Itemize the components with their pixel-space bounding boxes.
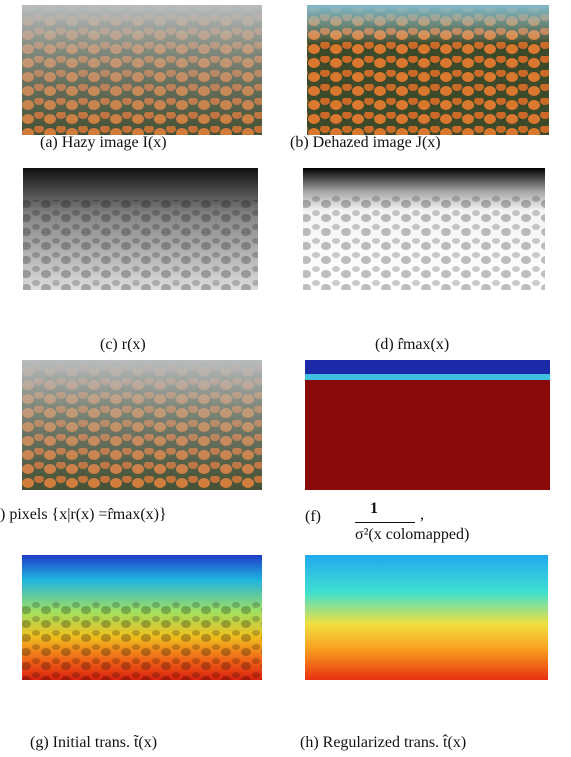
haze-overlay [22, 5, 262, 135]
regularized-transmission [305, 555, 548, 680]
caption: ) pixels {x|r(x) =r̂max(x)} [0, 506, 167, 524]
caption: (d) r̂max(x) [375, 336, 449, 354]
initial-texture [22, 600, 262, 680]
caption: (a) Hazy image I(x) [40, 134, 167, 152]
figure-page: (a) Hazy image I(x) (b) Dehazed image J(… [0, 0, 571, 757]
fraction-trail: , [420, 506, 424, 524]
caption: (c) r(x) [100, 336, 146, 354]
rmax-texture [303, 195, 545, 290]
caption: (b) Dehazed image J(x) [290, 134, 441, 152]
variance-edge [305, 374, 550, 380]
caption: (h) Regularized trans. t̂(x) [300, 734, 466, 752]
fraction-bar [355, 522, 415, 523]
r-map-texture [23, 200, 258, 290]
fraction-numerator: 1 [370, 500, 378, 518]
figure-images [0, 0, 571, 757]
fraction-denominator: σ²(x colomapped) [355, 526, 469, 544]
sky-overlay [307, 5, 549, 135]
caption-label: (f) [305, 508, 321, 526]
pixels-haze [22, 360, 262, 490]
caption: (g) Initial trans. t̃(x) [30, 734, 157, 752]
